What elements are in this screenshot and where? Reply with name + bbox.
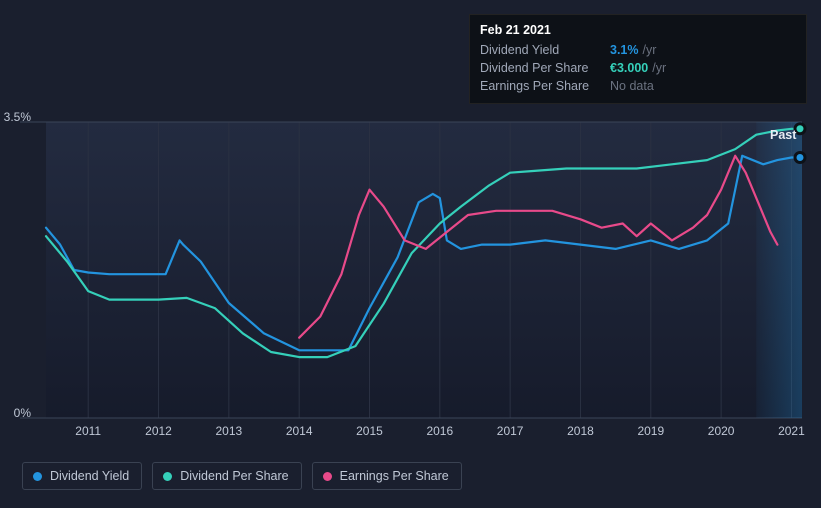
legend-item-dividend_yield[interactable]: Dividend Yield: [22, 462, 142, 490]
legend-item-dividend_per_share[interactable]: Dividend Per Share: [152, 462, 301, 490]
x-axis-label: 2021: [778, 424, 805, 438]
x-axis-label: 2018: [567, 424, 594, 438]
x-axis-label: 2019: [637, 424, 664, 438]
legend-item-earnings_per_share[interactable]: Earnings Per Share: [312, 462, 462, 490]
legend-item-label: Dividend Per Share: [180, 469, 288, 483]
tooltip-row: Dividend Per Share€3.000/yr: [470, 59, 806, 77]
x-axis-label: 2020: [708, 424, 735, 438]
tooltip-title: Feb 21 2021: [470, 21, 806, 41]
tooltip-row-value: No data: [610, 79, 654, 93]
past-label: Past: [770, 128, 796, 142]
x-axis-label: 2015: [356, 424, 383, 438]
tooltip-row-label: Dividend Per Share: [480, 61, 610, 75]
y-axis-label: 3.5%: [0, 110, 31, 124]
tooltip-row-value: €3.000: [610, 61, 648, 75]
x-axis-label: 2016: [426, 424, 453, 438]
legend-dot-icon: [33, 472, 42, 481]
tooltip-row-unit: /yr: [643, 43, 657, 57]
tooltip-row-label: Earnings Per Share: [480, 79, 610, 93]
legend-item-label: Dividend Yield: [50, 469, 129, 483]
x-axis-label: 2014: [286, 424, 313, 438]
tooltip-row: Dividend Yield3.1% /yr: [470, 41, 806, 59]
legend-dot-icon: [163, 472, 172, 481]
x-axis-label: 2013: [215, 424, 242, 438]
chart-legend: Dividend Yield Dividend Per Share Earnings…: [22, 462, 462, 490]
tooltip-row-value: 3.1%: [610, 43, 639, 57]
x-axis-label: 2011: [75, 424, 101, 438]
tooltip-row-unit: /yr: [652, 61, 666, 75]
x-axis-label: 2017: [497, 424, 524, 438]
legend-item-label: Earnings Per Share: [340, 469, 449, 483]
chart-tooltip: Feb 21 2021 Dividend Yield3.1%/yrDividen…: [469, 14, 807, 104]
legend-dot-icon: [323, 472, 332, 481]
dividend-chart: Feb 21 2021 Dividend Yield3.1%/yrDividen…: [0, 0, 821, 508]
tooltip-row-label: Dividend Yield: [480, 43, 610, 57]
x-axis-label: 2012: [145, 424, 172, 438]
y-axis-label: 0%: [0, 406, 31, 420]
tooltip-row: Earnings Per ShareNo data: [470, 77, 806, 95]
